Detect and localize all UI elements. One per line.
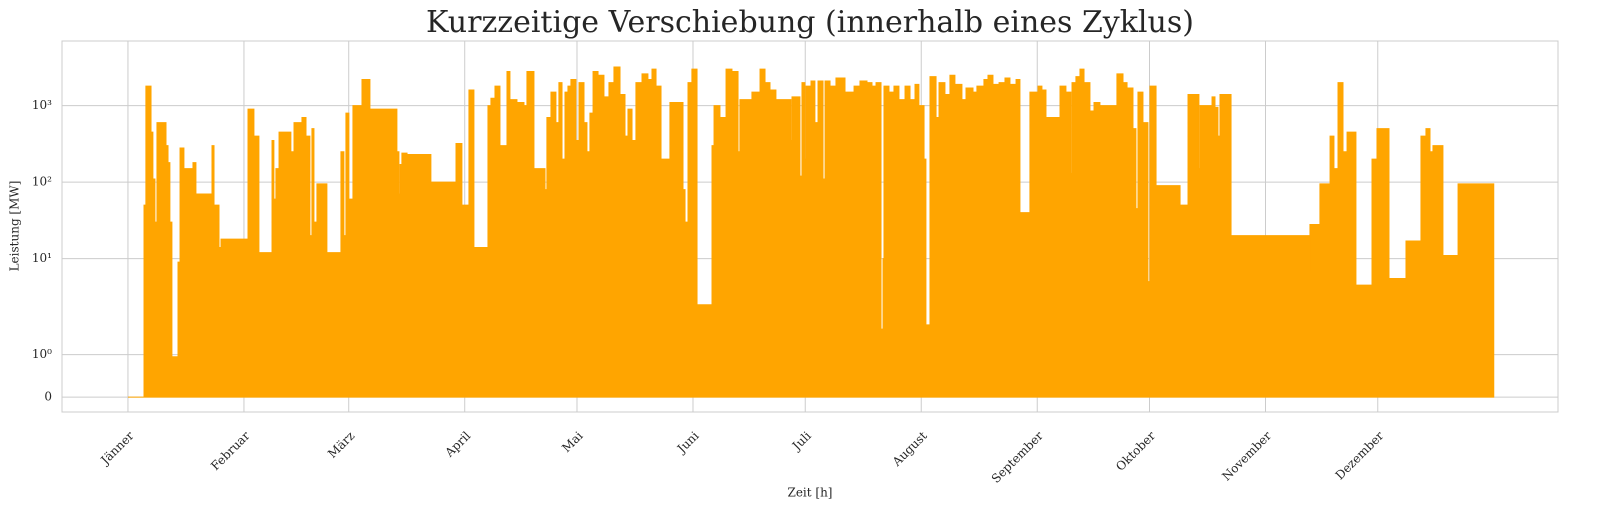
x-tick-label: Februar — [208, 429, 253, 474]
y-tick-label: 0 — [44, 390, 52, 404]
x-tick-label: Juni — [673, 429, 701, 457]
y-tick-label: 10³ — [32, 98, 52, 112]
y-axis-label: Leistung [MW] — [8, 181, 22, 272]
y-tick-label: 10² — [32, 175, 52, 189]
x-tick-label: Juli — [788, 429, 814, 455]
x-tick-label: März — [325, 429, 357, 461]
axes-frame — [61, 40, 1559, 413]
x-tick-label: August — [889, 429, 930, 470]
y-tick-label: 10⁰ — [32, 347, 52, 361]
x-tick-label: Jänner — [97, 429, 137, 469]
x-tick-label: Mai — [559, 429, 585, 455]
x-tick-label: April — [442, 429, 474, 461]
x-axis-label: Zeit [h] — [787, 486, 832, 500]
x-tick-label: November — [1219, 429, 1274, 484]
x-tick-label: September — [989, 429, 1046, 486]
x-tick-label: Dezember — [1333, 429, 1387, 483]
x-tick-label: Oktober — [1113, 429, 1158, 474]
chart-title: Kurzzeitige Verschiebung (innerhalb eine… — [426, 5, 1194, 40]
y-tick-label: 10¹ — [32, 251, 52, 265]
area — [127, 66, 1495, 398]
